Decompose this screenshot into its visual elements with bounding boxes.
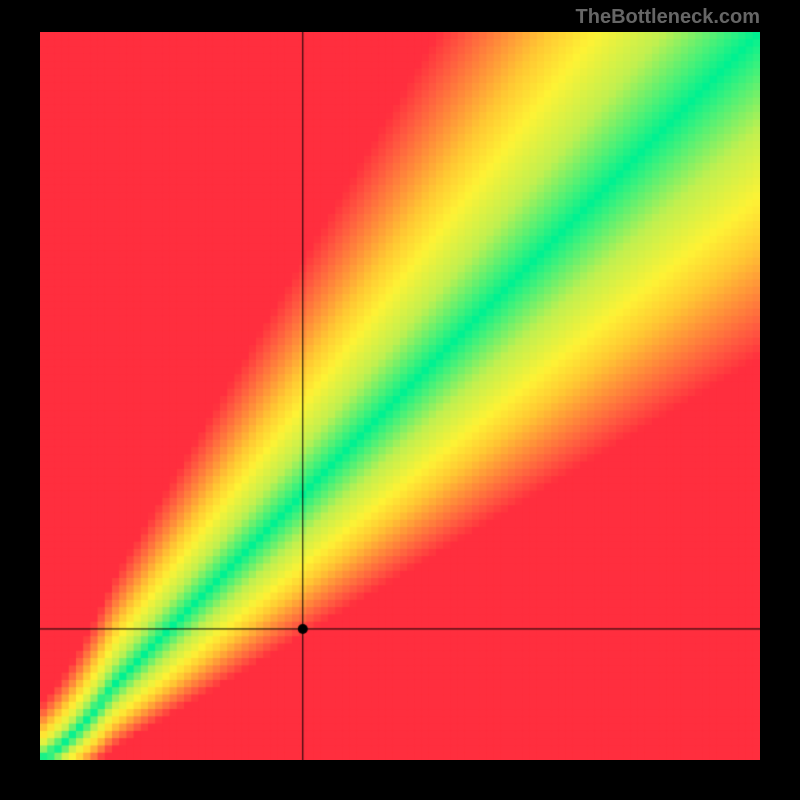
watermark-text: TheBottleneck.com <box>576 6 760 29</box>
heatmap-plot <box>40 32 760 760</box>
chart-container: TheBottleneck.com <box>0 0 800 800</box>
heatmap-canvas <box>40 32 760 760</box>
